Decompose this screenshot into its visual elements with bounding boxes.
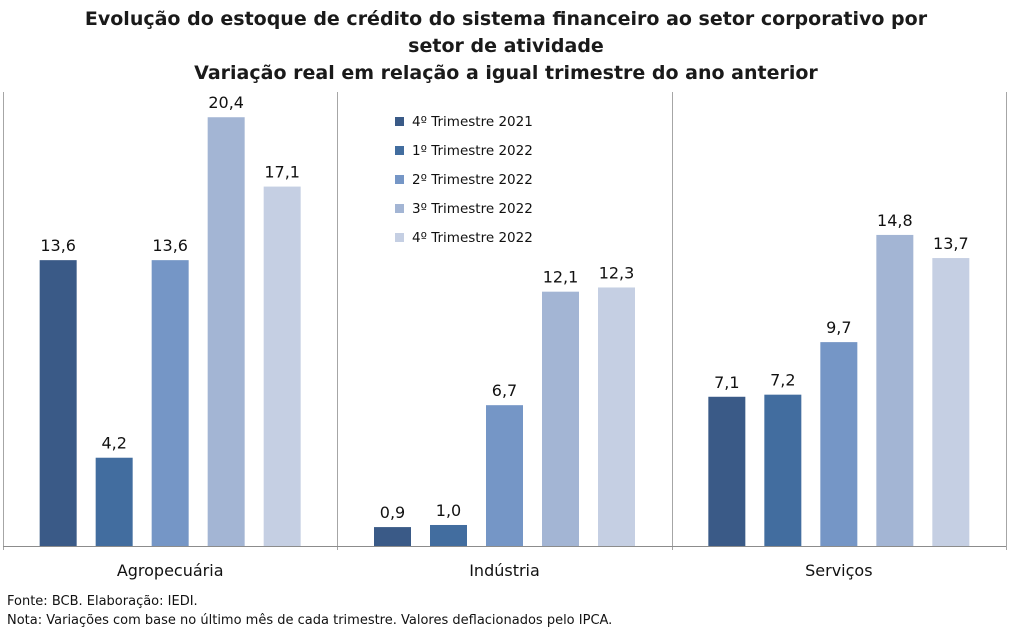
- legend-swatch: [395, 233, 404, 242]
- bar: [542, 291, 579, 546]
- bar: [486, 405, 523, 546]
- bar: [39, 260, 77, 546]
- legend-label: 1º Trimestre 2022: [412, 143, 533, 159]
- bar: [430, 524, 467, 546]
- bar: [263, 186, 301, 547]
- legend-swatch: [395, 117, 404, 126]
- data-label: 6,7: [492, 381, 517, 400]
- data-label: 20,4: [208, 93, 244, 112]
- data-label: 12,1: [543, 268, 579, 287]
- chart-title: Evolução do estoque de crédito do sistem…: [0, 6, 1012, 87]
- category-label: Serviços: [805, 561, 872, 580]
- title-line-1: Evolução do estoque de crédito do sistem…: [84, 8, 928, 30]
- data-label: 7,2: [770, 371, 795, 390]
- bar: [207, 117, 245, 546]
- data-label: 4,2: [101, 434, 126, 453]
- data-label: 9,7: [826, 318, 851, 337]
- legend-label: 3º Trimestre 2022: [412, 201, 533, 217]
- data-label: 13,7: [933, 234, 969, 253]
- legend-label: 4º Trimestre 2021: [412, 114, 533, 130]
- data-label: 12,3: [599, 263, 635, 282]
- bar: [932, 258, 970, 546]
- category-label: Agropecuária: [117, 561, 224, 580]
- bar: [820, 342, 858, 546]
- bar: [374, 527, 411, 546]
- data-label: 13,6: [152, 236, 188, 255]
- title-line-2: setor de atividade: [408, 35, 604, 57]
- legend-label: 4º Trimestre 2022: [412, 230, 533, 246]
- bar: [598, 287, 635, 546]
- data-label: 7,1: [714, 373, 739, 392]
- methodology-note: Nota: Variações com base no último mês d…: [7, 613, 613, 628]
- bar: [95, 457, 133, 546]
- data-label: 13,6: [40, 236, 76, 255]
- bar: [151, 260, 189, 546]
- bar: [764, 394, 802, 546]
- legend-swatch: [395, 175, 404, 184]
- legend-swatch: [395, 146, 404, 155]
- source-note: Fonte: BCB. Elaboração: IEDI.: [7, 594, 198, 609]
- category-label: Indústria: [469, 561, 540, 580]
- title-line-3: Variação real em relação a igual trimest…: [194, 62, 818, 84]
- data-label: 14,8: [877, 211, 913, 230]
- bar: [876, 234, 914, 547]
- data-label: 1,0: [436, 501, 461, 520]
- data-label: 17,1: [264, 163, 300, 182]
- bar: [708, 396, 746, 546]
- legend-label: 2º Trimestre 2022: [412, 172, 533, 188]
- data-label: 0,9: [380, 503, 405, 522]
- legend-swatch: [395, 204, 404, 213]
